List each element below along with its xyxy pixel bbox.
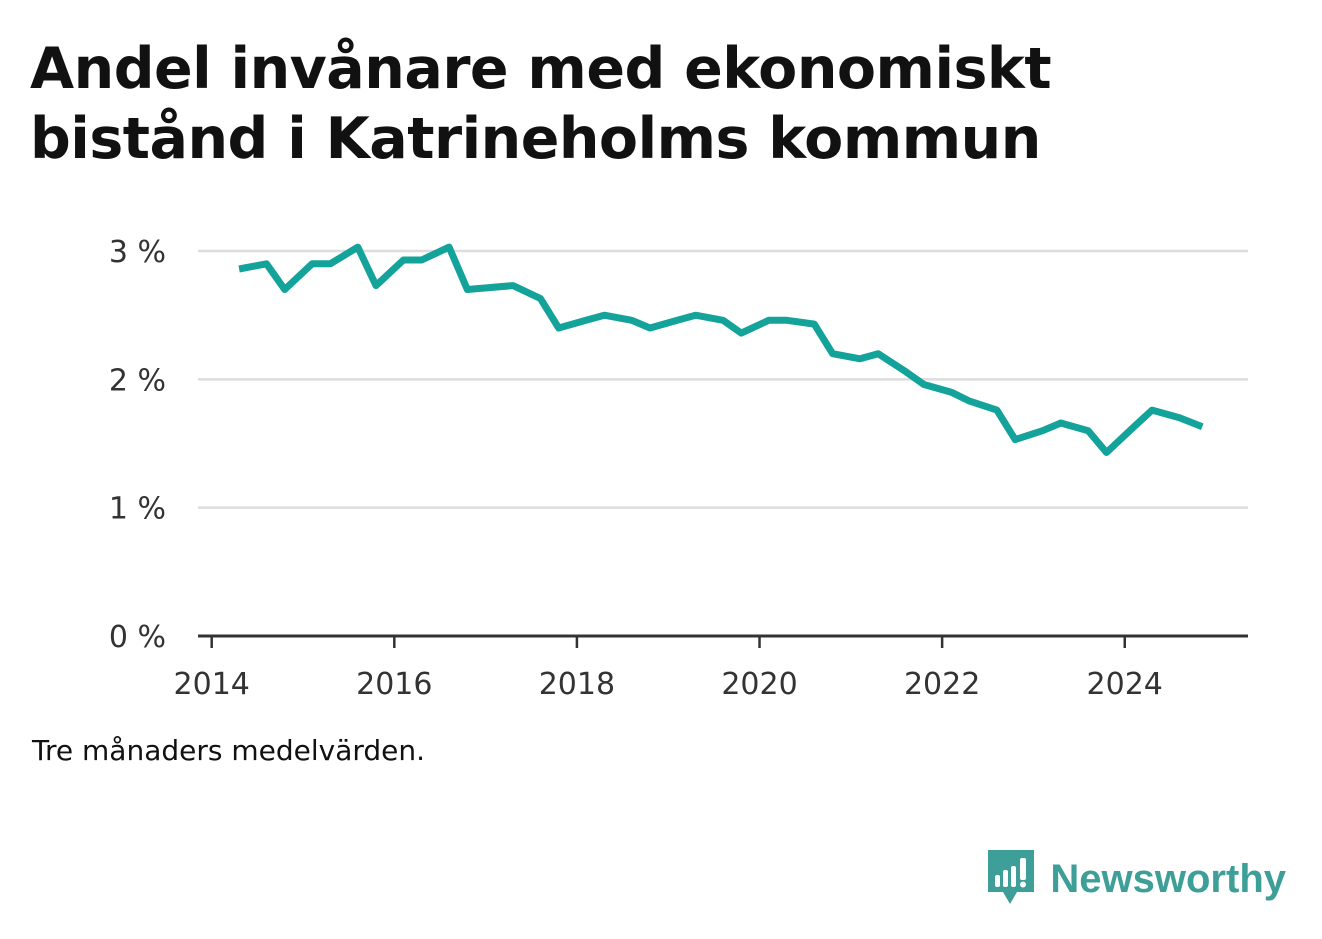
brand-name: Newsworthy — [1050, 856, 1286, 901]
y-tick-label: 2 % — [109, 363, 166, 398]
y-tick-label: 1 % — [109, 492, 166, 527]
chart-title: Andel invånare med ekonomiskt bistånd i … — [30, 36, 1052, 172]
x-tick-label: 2014 — [174, 667, 250, 702]
x-axis-ticks: 2014 2016 2018 2020 2022 2024 — [174, 636, 1163, 702]
bar-chart-speech-bubble-icon — [986, 848, 1036, 910]
y-tick-label: 0 % — [109, 620, 166, 655]
x-tick-label: 2018 — [539, 667, 615, 702]
y-tick-label: 3 % — [109, 235, 166, 270]
chart-note: Tre månaders medelvärden. — [32, 734, 426, 767]
series-line — [238, 243, 1204, 456]
x-tick-label: 2016 — [356, 667, 432, 702]
grid-lines — [198, 249, 1248, 638]
series-layer — [238, 243, 1204, 456]
x-tick-label: 2020 — [721, 667, 797, 702]
brand-logo: Newsworthy — [986, 848, 1286, 910]
x-tick-label: 2024 — [1087, 667, 1163, 702]
x-tick-label: 2022 — [904, 667, 980, 702]
y-axis-ticks: 0 % 1 % 2 % 3 % — [109, 235, 166, 655]
